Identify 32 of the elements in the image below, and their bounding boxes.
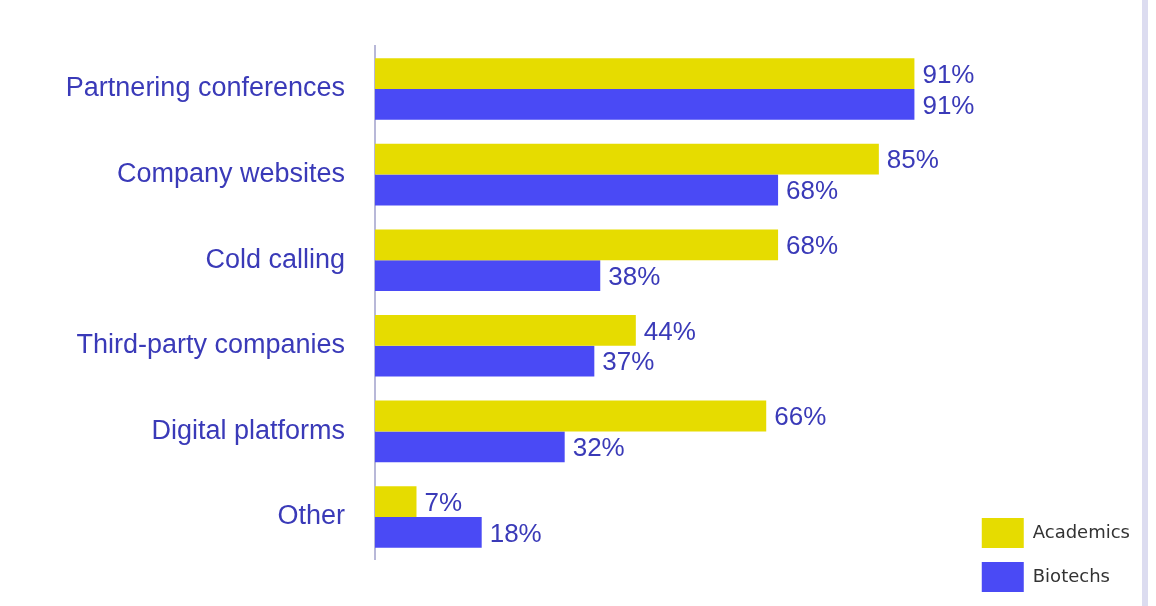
y-tick-label: Partnering conferences: [65, 72, 345, 103]
y-tick-label: Cold calling: [205, 243, 345, 274]
data-label: 32%: [572, 431, 625, 462]
data-label: 68%: [786, 175, 839, 206]
bar: [375, 174, 779, 206]
bar: [375, 400, 767, 432]
y-tick-label: Digital platforms: [151, 414, 345, 445]
legend-label: Academics: [1032, 520, 1130, 542]
y-tick-label: Third-party companies: [76, 329, 345, 360]
data-label: 91%: [922, 89, 975, 120]
bar: [375, 345, 595, 377]
y-tick-label: Other: [277, 500, 345, 531]
data-label: 85%: [886, 144, 939, 175]
legend-label: Biotechs: [1032, 564, 1110, 586]
bar: [375, 486, 417, 517]
data-label: 18%: [489, 517, 542, 548]
bar: [375, 517, 482, 548]
bar: [375, 260, 601, 292]
data-label: 44%: [643, 315, 696, 346]
data-label: 91%: [922, 58, 975, 89]
data-label: 37%: [602, 346, 655, 377]
bar: [375, 314, 636, 346]
bar: [375, 89, 915, 120]
data-label: 68%: [786, 229, 839, 260]
data-label: 38%: [608, 260, 661, 291]
data-label: 66%: [774, 401, 827, 432]
bar: [375, 229, 779, 261]
bar: [375, 58, 915, 89]
data-label: 7%: [424, 486, 463, 517]
y-tick-label: Company websites: [116, 158, 345, 189]
bar: [375, 143, 879, 175]
bar: [375, 431, 565, 463]
